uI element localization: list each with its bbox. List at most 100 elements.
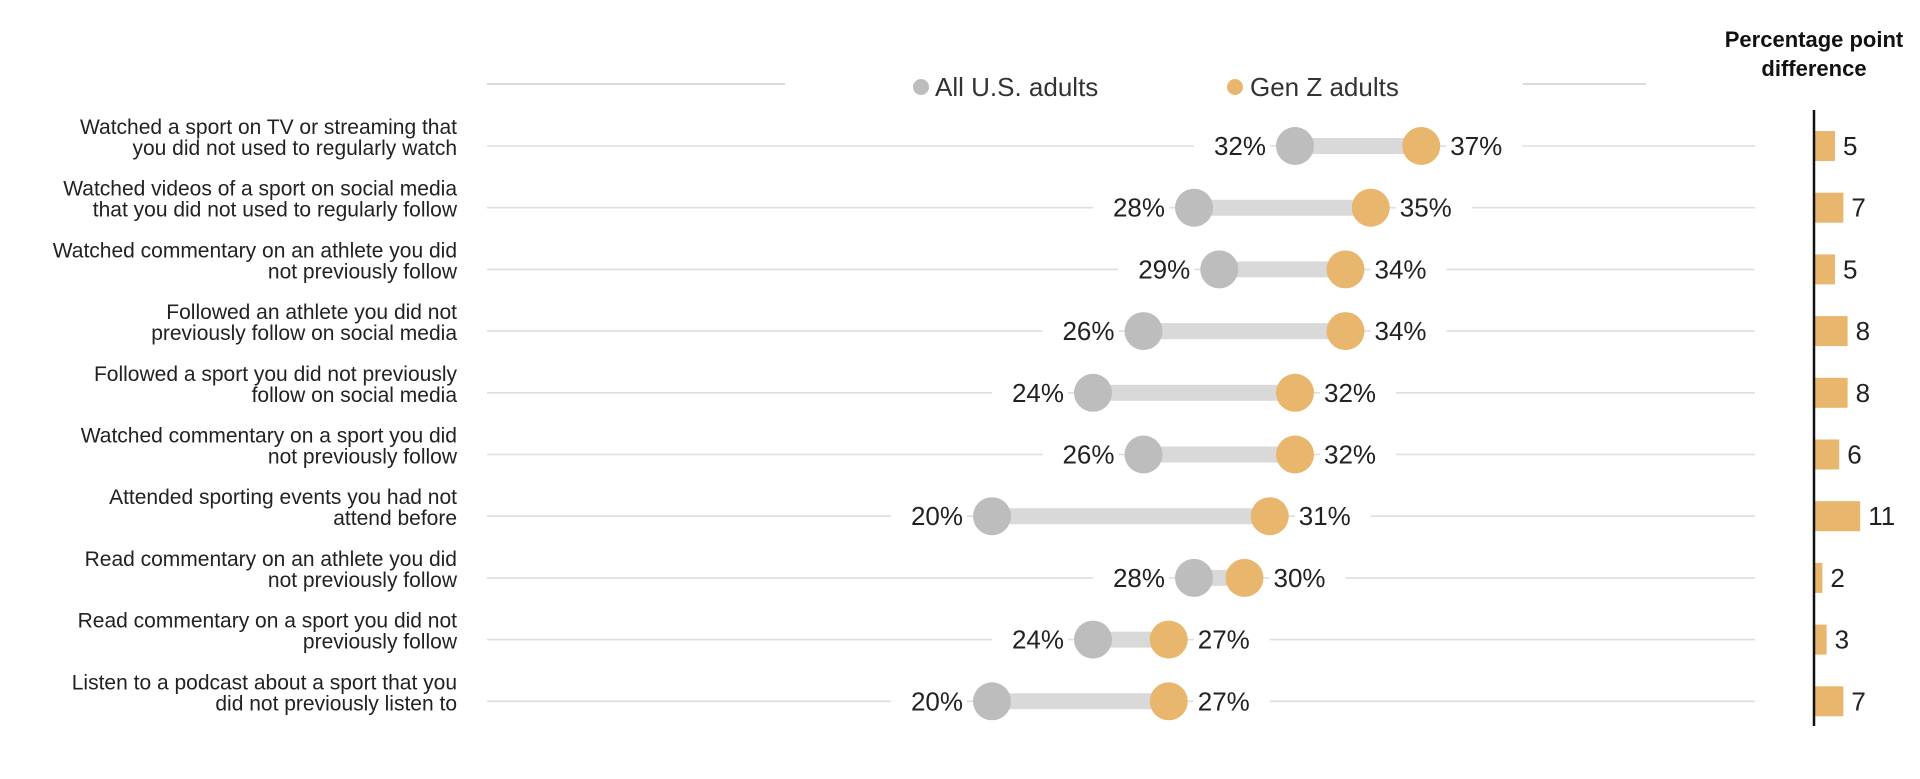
- dot-genz-adults: [1326, 250, 1365, 289]
- chart-row: Followed a sport you did not previouslyf…: [94, 363, 1755, 412]
- dot-genz-adults: [1276, 373, 1314, 412]
- difference-bar: [1814, 192, 1844, 223]
- difference-panel: Percentage point difference 5 7 5 8 8 6 11 2 3 7: [1725, 27, 1904, 726]
- difference-title-line: Percentage point: [1725, 27, 1904, 52]
- row-label-line: previously follow: [303, 631, 458, 654]
- difference-value: 2: [1830, 563, 1844, 593]
- chart-row: Watched videos of a sport on social medi…: [63, 178, 1755, 227]
- label-gap-all: [1042, 315, 1119, 348]
- value-label-genz-adults: 34%: [1375, 316, 1427, 346]
- difference-value: 11: [1868, 501, 1895, 531]
- row-label-line: Watched commentary on a sport you did: [81, 425, 457, 448]
- label-gap-genz: [1294, 500, 1371, 533]
- difference-bar: [1814, 316, 1848, 347]
- value-label-genz-adults: 27%: [1198, 625, 1250, 655]
- difference-value: 6: [1847, 440, 1861, 470]
- label-gap-genz: [1370, 253, 1447, 286]
- row-label-line: not previously follow: [268, 446, 458, 469]
- row-label-line: Watched a sport on TV or streaming that: [80, 116, 457, 139]
- label-gap-all: [1093, 191, 1169, 224]
- dot-all-adults: [1276, 127, 1314, 165]
- value-label-all-adults: 29%: [1138, 254, 1190, 284]
- difference-value: 5: [1843, 254, 1857, 284]
- dot-all-adults: [1175, 558, 1213, 597]
- difference-bar: [1814, 501, 1861, 532]
- row-label-line: Listen to a podcast about a sport that y…: [72, 671, 457, 694]
- dot-all-adults: [1200, 250, 1239, 289]
- label-gap-all: [1194, 130, 1270, 162]
- dot-all-adults: [1124, 435, 1163, 474]
- value-label-all-adults: 32%: [1214, 131, 1266, 161]
- chart-row: Listen to a podcast about a sport that y…: [72, 671, 1755, 721]
- label-gap-genz: [1193, 685, 1270, 718]
- difference-value: 3: [1835, 625, 1849, 655]
- difference-bar: [1814, 377, 1848, 408]
- chart-row: Read commentary on an athlete you didnot…: [85, 548, 1755, 597]
- difference-value: 8: [1856, 378, 1870, 408]
- dot-genz-adults: [1225, 558, 1264, 597]
- difference-bar: [1814, 439, 1840, 470]
- chart-row: Watched commentary on an athlete you did…: [53, 239, 1755, 289]
- row-label-line: Watched commentary on an athlete you did: [53, 239, 457, 262]
- chart-row: Read commentary on a sport you did notpr…: [78, 610, 1755, 659]
- dot-all-adults: [973, 497, 1011, 536]
- label-gap-all: [891, 500, 967, 533]
- row-label-line: Attended sporting events you had not: [109, 486, 457, 509]
- chart-rows: Watched a sport on TV or streaming thaty…: [53, 116, 1755, 721]
- dot-genz-adults: [1149, 682, 1188, 721]
- dot-all-adults: [973, 682, 1011, 721]
- difference-value: 8: [1856, 316, 1870, 346]
- row-label-line: not previously follow: [268, 260, 458, 283]
- row-label-line: Read commentary on a sport you did not: [78, 610, 458, 633]
- label-gap-genz: [1370, 315, 1447, 348]
- value-label-all-adults: 24%: [1012, 378, 1064, 408]
- value-label-all-adults: 24%: [1012, 625, 1064, 655]
- dot-genz-adults: [1351, 188, 1390, 227]
- value-label-all-adults: 28%: [1113, 563, 1165, 593]
- dot-genz-adults: [1402, 127, 1441, 165]
- difference-value: 7: [1851, 686, 1865, 716]
- row-label-line: attend before: [333, 507, 457, 530]
- value-label-genz-adults: 31%: [1299, 501, 1351, 531]
- label-gap-genz: [1395, 191, 1472, 224]
- label-gap-genz: [1446, 130, 1523, 162]
- value-label-genz-adults: 30%: [1274, 563, 1326, 593]
- label-gap-genz: [1193, 623, 1270, 656]
- label-gap-all: [1093, 561, 1169, 594]
- label-gap-all: [891, 685, 967, 718]
- legend-marker-all-adults: [913, 79, 929, 95]
- difference-bar: [1814, 686, 1844, 717]
- value-label-genz-adults: 27%: [1198, 686, 1250, 716]
- difference-title-line: difference: [1761, 56, 1866, 81]
- dot-genz-adults: [1276, 435, 1314, 474]
- row-label-line: that you did not used to regularly follo…: [93, 199, 458, 222]
- label-gap-genz: [1269, 561, 1346, 594]
- value-label-all-adults: 26%: [1062, 440, 1114, 470]
- dot-all-adults: [1074, 620, 1112, 659]
- label-gap-all: [1042, 438, 1119, 471]
- dot-genz-adults: [1250, 497, 1289, 536]
- row-label-line: did not previously listen to: [215, 692, 457, 715]
- chart-row: Watched commentary on a sport you didnot…: [81, 425, 1755, 474]
- chart-row: Followed an athlete you did notpreviousl…: [151, 301, 1755, 351]
- value-label-genz-adults: 34%: [1375, 254, 1427, 284]
- dot-all-adults: [1124, 312, 1163, 351]
- value-label-all-adults: 28%: [1113, 193, 1165, 223]
- chart-row: Watched a sport on TV or streaming thaty…: [80, 116, 1755, 165]
- row-label-line: Followed an athlete you did not: [166, 301, 457, 324]
- dot-genz-adults: [1326, 312, 1365, 351]
- label-gap-all: [992, 376, 1068, 409]
- legend-label-all-adults: All U.S. adults: [935, 72, 1098, 102]
- difference-bar: [1814, 624, 1827, 655]
- label-gap-all: [992, 623, 1068, 656]
- legend: All U.S. adults Gen Z adults: [487, 72, 1646, 102]
- row-label-line: Followed a sport you did not previously: [94, 363, 458, 386]
- dot-all-adults: [1175, 188, 1213, 227]
- label-gap-all: [1118, 253, 1195, 286]
- chart-row: Attended sporting events you had notatte…: [109, 486, 1755, 536]
- row-label-line: not previously follow: [268, 569, 458, 592]
- legend-marker-genz-adults: [1227, 79, 1243, 95]
- dot-all-adults: [1074, 373, 1112, 412]
- legend-label-genz-adults: Gen Z adults: [1250, 72, 1399, 102]
